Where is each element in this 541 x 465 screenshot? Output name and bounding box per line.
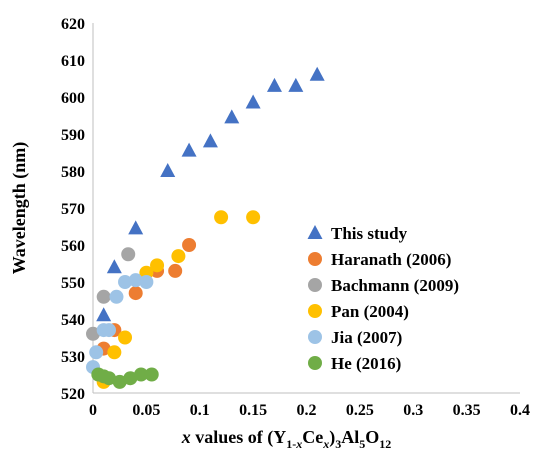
data-point (160, 163, 176, 177)
data-point (128, 273, 143, 288)
data-point (128, 286, 143, 301)
data-point (139, 275, 154, 289)
data-point (182, 238, 197, 252)
x-tick-label: 0.4 (510, 402, 530, 419)
data-point (202, 133, 218, 148)
data-point (266, 77, 282, 92)
legend-label: Haranath (2006) (331, 250, 451, 269)
data-point (245, 94, 261, 109)
data-point (118, 275, 133, 289)
data-point (89, 345, 104, 360)
y-tick-label: 580 (61, 164, 85, 181)
data-point (118, 330, 133, 345)
axes (92, 23, 520, 394)
y-tick-label: 610 (61, 53, 85, 70)
legend-marker (308, 356, 322, 370)
data-point (144, 367, 159, 382)
data-point (86, 326, 100, 341)
data-point (112, 374, 127, 389)
x-tick-label: 0.25 (346, 402, 374, 419)
legend: This study Haranath (2006) Bachmann (2009)… (307, 224, 459, 373)
y-tick-label: 570 (61, 201, 85, 218)
data-point (121, 247, 136, 262)
y-tick-label: 530 (61, 349, 85, 366)
x-tick-label: 0.2 (297, 402, 317, 419)
data-point (214, 210, 229, 225)
data-point (123, 371, 138, 386)
y-tick-label: 620 (61, 16, 85, 33)
data-point (171, 249, 186, 264)
x-tick-label: 0.05 (132, 402, 160, 419)
data-points (86, 66, 325, 389)
x-tick-label: 0.35 (453, 402, 481, 419)
y-tick-label: 540 (61, 312, 85, 329)
data-point (96, 307, 112, 322)
data-point (288, 77, 304, 92)
x-tick-label: 0.1 (190, 402, 210, 419)
data-point (224, 109, 240, 124)
x-axis-title: x values of (Y1-xCex)3Al5O12 (181, 427, 392, 451)
data-point (102, 371, 117, 386)
data-point (134, 367, 149, 382)
data-point (181, 142, 197, 157)
y-tick-label: 560 (61, 238, 85, 255)
legend-marker (308, 252, 322, 266)
legend-label: This study (331, 224, 408, 243)
x-tick-label: 0 (89, 402, 97, 419)
legend-label: Bachmann (2009) (331, 276, 459, 295)
data-point (246, 210, 261, 225)
data-point (109, 289, 124, 304)
data-point (150, 258, 165, 273)
x-tick-labels: 0 0.05 0.1 0.15 0.2 0.25 0.3 0.35 0.4 (89, 402, 530, 419)
data-point (309, 66, 325, 81)
data-point (168, 263, 183, 278)
data-point (102, 323, 117, 338)
data-point (107, 345, 122, 360)
data-point (96, 289, 111, 304)
legend-marker (307, 225, 323, 239)
legend-label: Pan (2004) (331, 302, 409, 321)
legend-marker (308, 304, 322, 318)
legend-marker (308, 330, 322, 344)
y-tick-labels: 520 530 540 550 560 570 580 590 600 610 620 (61, 16, 85, 403)
legend-marker (308, 278, 322, 292)
x-tick-label: 0.15 (239, 402, 267, 419)
legend-label: He (2016) (331, 354, 401, 373)
y-tick-label: 590 (61, 127, 85, 144)
data-point (106, 259, 122, 274)
y-tick-label: 520 (61, 386, 85, 403)
x-tick-label: 0.3 (403, 402, 423, 419)
legend-label: Jia (2007) (331, 328, 402, 347)
y-tick-label: 600 (61, 90, 85, 107)
y-tick-label: 550 (61, 275, 85, 292)
data-point (128, 220, 144, 235)
y-axis-title: Wavelength (nm) (9, 142, 30, 275)
